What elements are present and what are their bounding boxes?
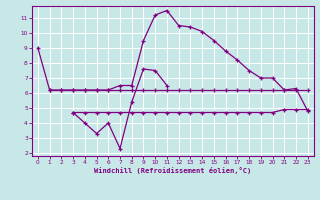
X-axis label: Windchill (Refroidissement éolien,°C): Windchill (Refroidissement éolien,°C) [94,167,252,174]
